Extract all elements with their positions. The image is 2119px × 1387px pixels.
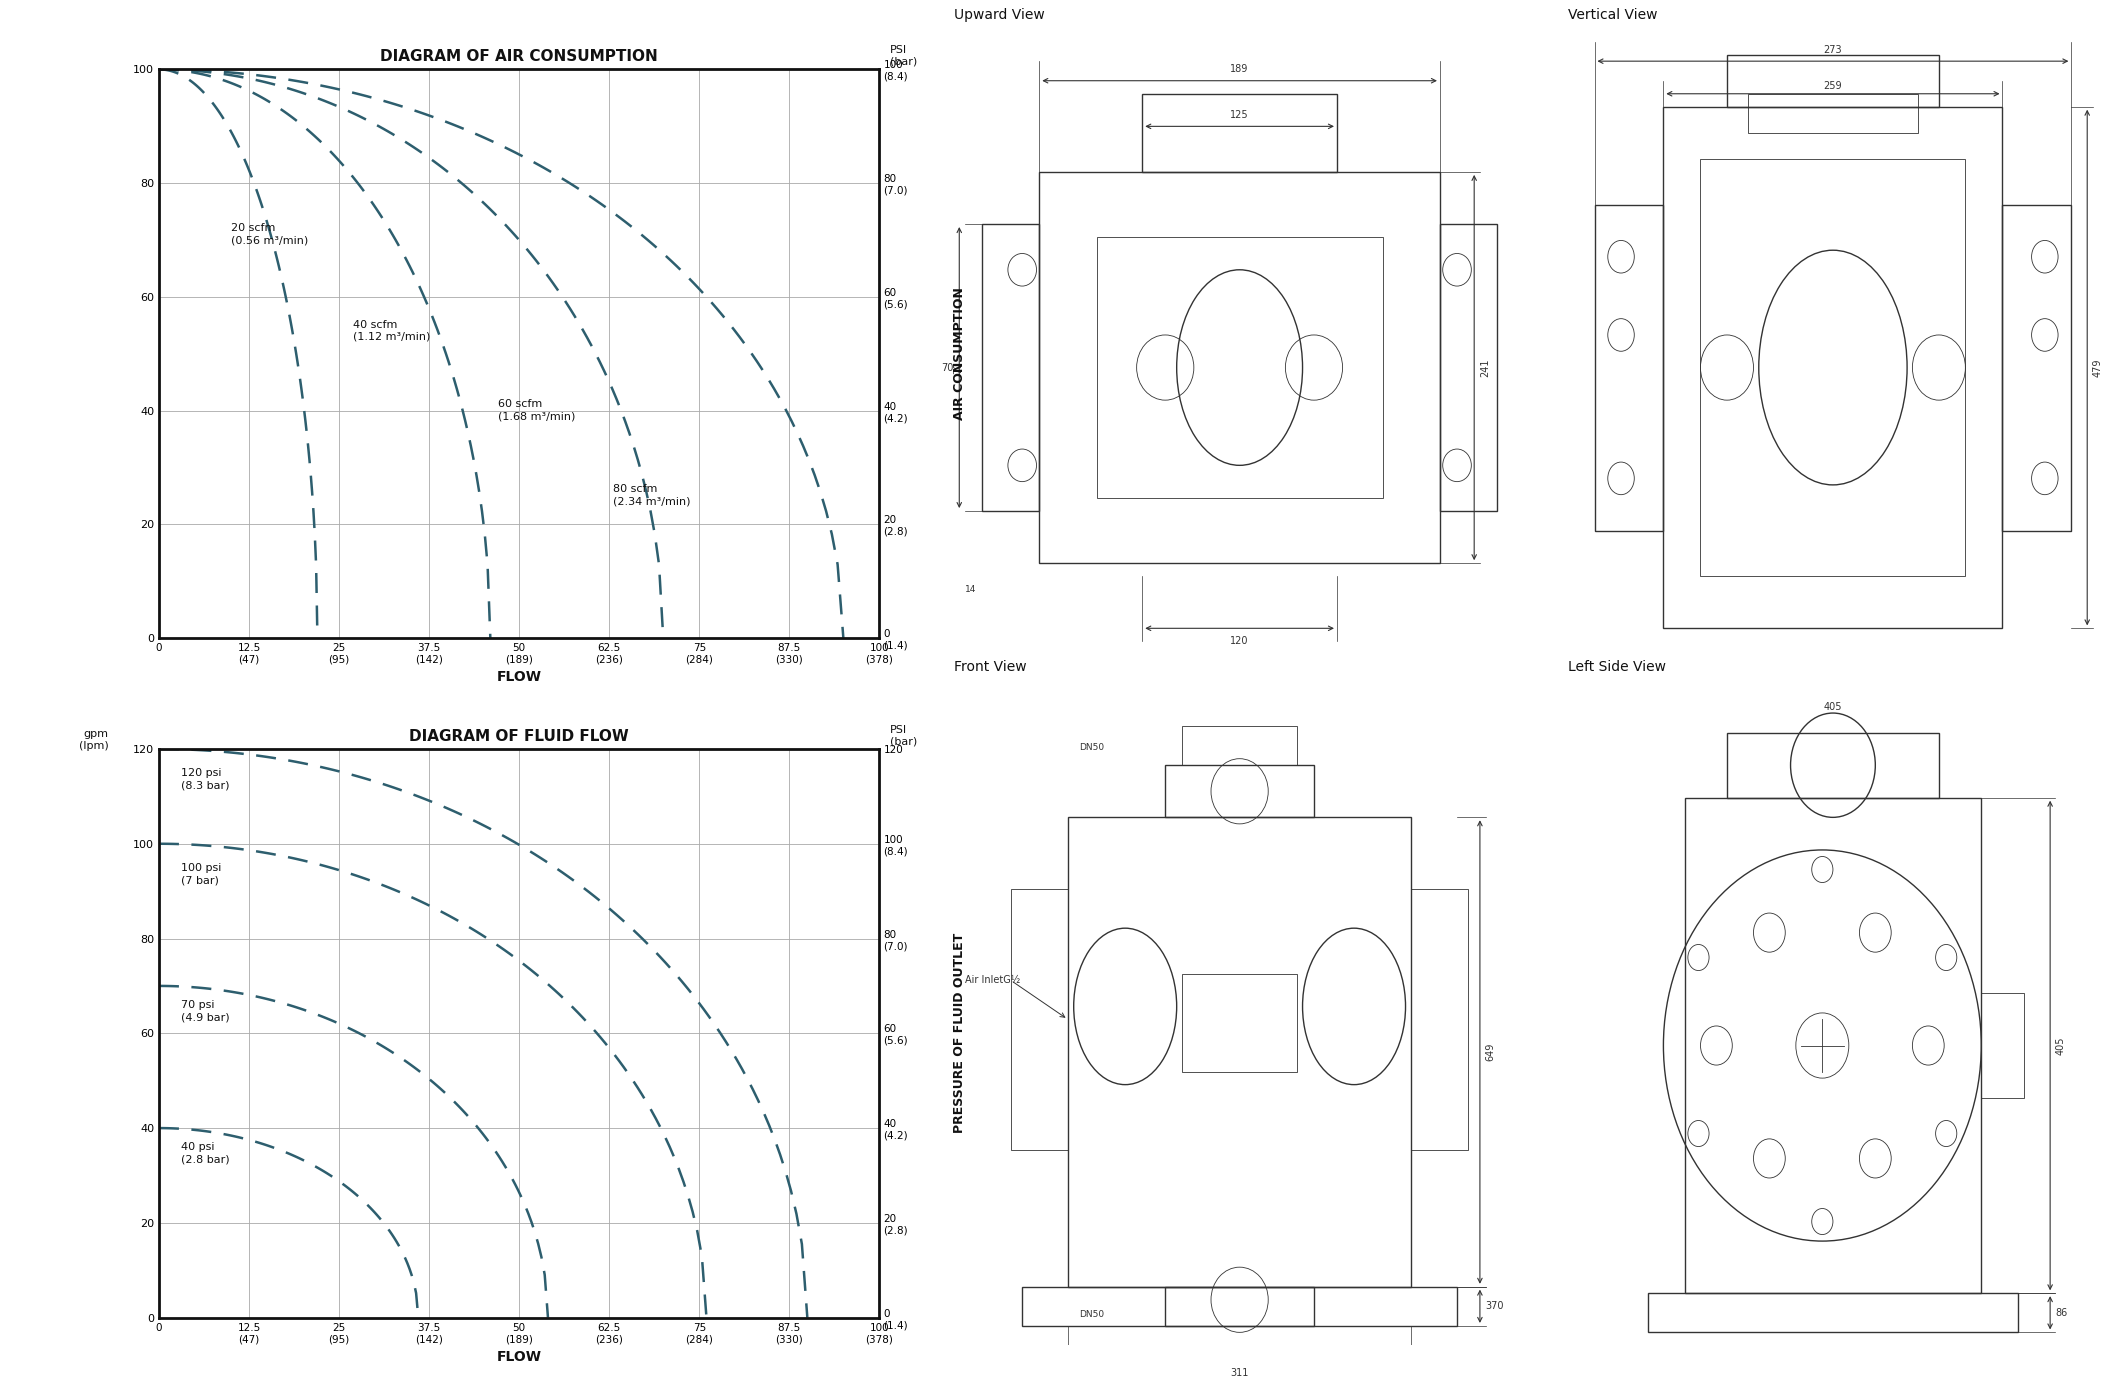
- Text: PSI
(bar): PSI (bar): [890, 724, 918, 746]
- Bar: [1748, 94, 1918, 133]
- Text: 273: 273: [1824, 44, 1841, 54]
- Text: 370: 370: [1485, 1301, 1504, 1311]
- Text: 241: 241: [1479, 358, 1490, 377]
- Bar: [2002, 205, 2070, 531]
- Text: PRESSURE OF FLUID OUTLET: PRESSURE OF FLUID OUTLET: [954, 933, 966, 1133]
- Bar: [1068, 817, 1411, 1287]
- Text: 60 scfm
(1.68 m³/min): 60 scfm (1.68 m³/min): [498, 399, 574, 422]
- Text: 70: 70: [941, 362, 954, 373]
- Text: 125: 125: [1231, 110, 1248, 119]
- Text: DN50: DN50: [1079, 743, 1104, 752]
- Bar: [1411, 889, 1468, 1150]
- Bar: [1165, 1287, 1314, 1326]
- Text: 70: 70: [954, 362, 964, 373]
- Bar: [1182, 727, 1297, 766]
- Bar: [1021, 1287, 1458, 1326]
- Text: 649: 649: [1485, 1043, 1496, 1061]
- Bar: [1727, 54, 1939, 107]
- Text: 405: 405: [2055, 1036, 2066, 1054]
- Text: 259: 259: [1824, 80, 1841, 90]
- Text: 311: 311: [1231, 1368, 1248, 1379]
- Text: 405: 405: [1824, 702, 1841, 712]
- Text: Upward View: Upward View: [954, 8, 1045, 22]
- Bar: [1685, 798, 1981, 1293]
- Text: 40 psi
(2.8 bar): 40 psi (2.8 bar): [180, 1143, 229, 1165]
- Text: Vertical View: Vertical View: [1568, 8, 1657, 22]
- Text: Left Side View: Left Side View: [1568, 660, 1666, 674]
- Text: 14: 14: [964, 585, 977, 594]
- Bar: [1142, 94, 1337, 172]
- Bar: [1727, 732, 1939, 798]
- Bar: [1098, 237, 1382, 498]
- Bar: [1649, 1293, 2019, 1333]
- Bar: [1439, 225, 1496, 510]
- Text: 479: 479: [2091, 358, 2102, 377]
- Bar: [1699, 160, 1966, 576]
- Bar: [1593, 205, 1663, 531]
- Title: DIAGRAM OF AIR CONSUMPTION: DIAGRAM OF AIR CONSUMPTION: [379, 49, 659, 64]
- Text: 120: 120: [1231, 637, 1248, 646]
- Title: DIAGRAM OF FLUID FLOW: DIAGRAM OF FLUID FLOW: [409, 728, 629, 743]
- Text: gpm
(lpm): gpm (lpm): [78, 730, 108, 750]
- X-axis label: FLOW: FLOW: [496, 670, 542, 684]
- X-axis label: FLOW: FLOW: [496, 1350, 542, 1363]
- Bar: [1981, 993, 2024, 1097]
- Text: AIR CONSUMPTION: AIR CONSUMPTION: [954, 287, 966, 420]
- Text: 70 psi
(4.9 bar): 70 psi (4.9 bar): [180, 1000, 229, 1022]
- Bar: [1040, 172, 1439, 563]
- Text: 40 scfm
(1.12 m³/min): 40 scfm (1.12 m³/min): [354, 319, 430, 343]
- Text: 189: 189: [1231, 64, 1248, 75]
- Text: 20 scfm
(0.56 m³/min): 20 scfm (0.56 m³/min): [231, 223, 307, 245]
- Bar: [1011, 889, 1068, 1150]
- Text: PSI
(bar): PSI (bar): [890, 44, 918, 67]
- Bar: [1663, 107, 2002, 628]
- Text: 86: 86: [2055, 1308, 2068, 1318]
- Text: 100 psi
(7 bar): 100 psi (7 bar): [180, 863, 220, 885]
- Text: DN50: DN50: [1079, 1311, 1104, 1319]
- Text: Front View: Front View: [954, 660, 1026, 674]
- Bar: [1165, 766, 1314, 817]
- Bar: [983, 225, 1040, 510]
- Text: 80 scfm
(2.34 m³/min): 80 scfm (2.34 m³/min): [612, 484, 691, 506]
- Text: 120 psi
(8.3 bar): 120 psi (8.3 bar): [180, 768, 229, 791]
- Bar: [1182, 974, 1297, 1072]
- Text: Air InletG½: Air InletG½: [964, 975, 1019, 985]
